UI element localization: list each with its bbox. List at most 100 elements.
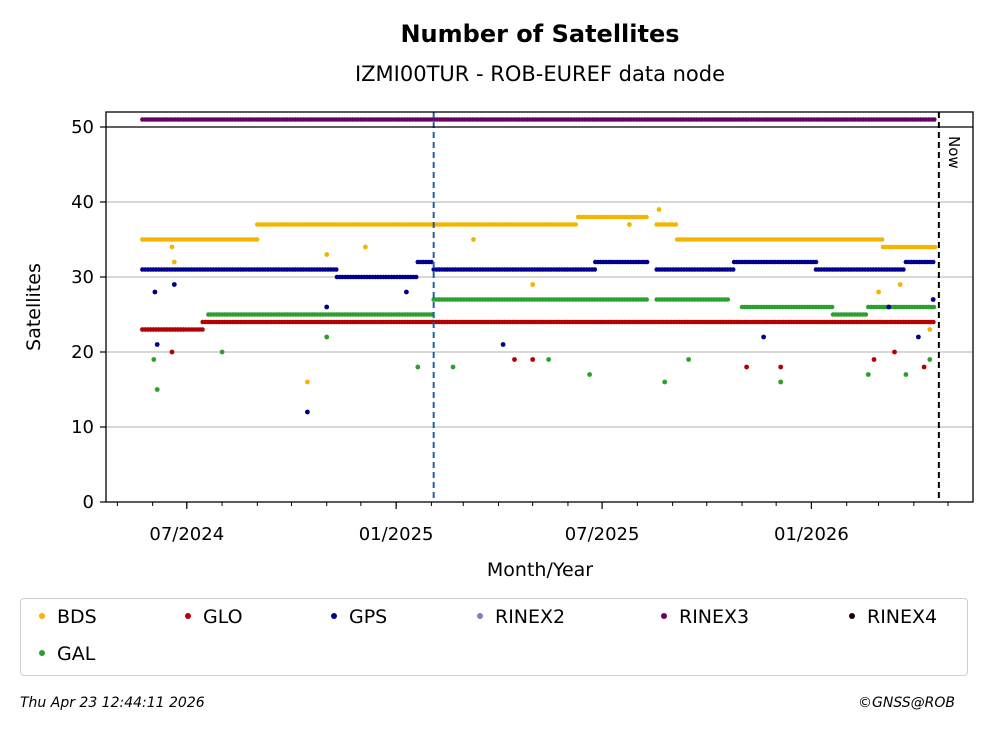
outlier-gps bbox=[404, 289, 409, 295]
legend-marker bbox=[661, 612, 667, 619]
point-gal bbox=[863, 312, 869, 317]
y-tick-label: 10 bbox=[71, 417, 94, 438]
point-gps bbox=[930, 259, 936, 265]
legend-item-bds: BDS bbox=[39, 606, 97, 628]
point-gps bbox=[730, 267, 736, 272]
axes: 0 10 20 30 40 50 07/2024 01/2025 07/2025 01/2026 bbox=[71, 117, 949, 545]
legend-label: RINEX4 bbox=[867, 606, 938, 628]
legend: BDS GLO GPS RINEX2 RINEX3 RINEX4 GAL bbox=[20, 598, 968, 676]
x-tick-label: 01/2026 bbox=[774, 524, 849, 545]
now-label: Now bbox=[945, 136, 963, 169]
point-gps bbox=[901, 267, 906, 272]
timestamp-footer: Thu Apr 23 12:44:11 2026 bbox=[20, 695, 205, 711]
outlier-gps bbox=[886, 304, 892, 310]
point-gps bbox=[413, 274, 419, 280]
outlier-gal bbox=[450, 364, 456, 370]
legend-item-gps: GPS bbox=[331, 606, 387, 628]
outlier-gal bbox=[927, 357, 933, 362]
legend-item-rinex4: RINEX4 bbox=[849, 606, 937, 628]
plot-frame bbox=[105, 111, 974, 503]
outlier-glo bbox=[778, 364, 784, 370]
outlier-bds bbox=[656, 207, 662, 212]
outlier-gps bbox=[916, 334, 921, 340]
outlier-bds bbox=[897, 282, 903, 287]
legend-label: RINEX3 bbox=[679, 606, 750, 628]
outlier-glo bbox=[892, 349, 897, 355]
y-tick-label: 50 bbox=[71, 117, 94, 138]
outlier-bds bbox=[363, 244, 368, 250]
point-gps bbox=[334, 267, 339, 272]
legend-marker bbox=[477, 612, 483, 619]
outlier-glo bbox=[169, 349, 175, 355]
point-gal bbox=[644, 297, 649, 302]
outlier-gal bbox=[662, 379, 668, 385]
legend-item-gal: GAL bbox=[39, 643, 95, 665]
outlier-gal bbox=[324, 334, 330, 340]
outlier-bds bbox=[876, 289, 881, 295]
outlier-gal bbox=[546, 357, 551, 362]
y-tick-label: 0 bbox=[83, 492, 94, 513]
outlier-gps bbox=[171, 282, 177, 287]
outlier-gps bbox=[324, 304, 330, 310]
point-glo bbox=[931, 319, 936, 325]
legend-label: RINEX2 bbox=[495, 606, 566, 628]
outlier-gps bbox=[761, 334, 766, 340]
outlier-gal bbox=[865, 372, 871, 377]
point-gal bbox=[931, 304, 937, 310]
x-tick-label: 07/2025 bbox=[565, 524, 640, 545]
legend-marker bbox=[849, 612, 855, 619]
y-tick-label: 20 bbox=[71, 342, 94, 363]
point-gps bbox=[644, 259, 650, 265]
outlier-gps bbox=[154, 342, 160, 347]
outlier-bds bbox=[171, 259, 177, 265]
outlier-gps bbox=[500, 342, 506, 347]
outlier-bds bbox=[927, 327, 933, 332]
chart-area: Number of Satellites IZMI00TUR - ROB-EUR… bbox=[23, 20, 974, 581]
legend-marker bbox=[39, 612, 45, 619]
outlier-bds bbox=[169, 244, 175, 250]
point-gps bbox=[592, 267, 598, 272]
x-tick-label: 07/2024 bbox=[149, 524, 224, 545]
outlier-gal bbox=[903, 372, 909, 377]
legend-marker bbox=[39, 649, 45, 656]
x-tick-label: 01/2025 bbox=[359, 524, 434, 545]
outlier-gal bbox=[778, 379, 784, 385]
outlier-gps bbox=[930, 297, 936, 302]
y-tick-label: 40 bbox=[71, 192, 94, 213]
grid-lines bbox=[106, 126, 973, 428]
legend-label: GAL bbox=[57, 643, 96, 665]
point-bds bbox=[879, 237, 885, 242]
legend-item-rinex2: RINEX2 bbox=[477, 606, 565, 628]
x-axis-label: Month/Year bbox=[487, 559, 593, 581]
outlier-gal bbox=[219, 349, 225, 355]
chart-subtitle: IZMI00TUR - ROB-EUREF data node bbox=[355, 62, 725, 86]
point-bds bbox=[932, 244, 938, 250]
y-axis-label: Satellites bbox=[23, 263, 45, 351]
point-gps bbox=[429, 259, 434, 265]
legend-label: GLO bbox=[203, 606, 243, 628]
reference-lines: Now bbox=[106, 112, 973, 502]
outlier-gal bbox=[686, 357, 691, 362]
legend-label: BDS bbox=[57, 606, 97, 628]
data-points bbox=[140, 117, 938, 415]
point-bds bbox=[254, 237, 260, 242]
outlier-glo bbox=[921, 364, 927, 370]
legend-marker bbox=[331, 612, 337, 619]
outlier-bds bbox=[530, 282, 536, 287]
outlier-bds bbox=[305, 379, 310, 385]
legend-marker bbox=[185, 612, 191, 619]
point-glo bbox=[200, 327, 205, 332]
point-bds bbox=[644, 214, 649, 220]
point-gal bbox=[829, 304, 835, 310]
point-gps bbox=[813, 259, 819, 265]
credit-footer: ©GNSS@ROB bbox=[858, 695, 955, 711]
outlier-glo bbox=[530, 357, 536, 362]
outlier-glo bbox=[871, 357, 877, 362]
outlier-gal bbox=[151, 357, 157, 362]
outlier-gal bbox=[154, 387, 160, 392]
outlier-bds bbox=[471, 237, 476, 242]
outlier-gps bbox=[152, 289, 158, 295]
outlier-gal bbox=[587, 372, 592, 377]
chart-title: Number of Satellites bbox=[400, 20, 679, 48]
y-tick-label: 30 bbox=[71, 267, 94, 288]
